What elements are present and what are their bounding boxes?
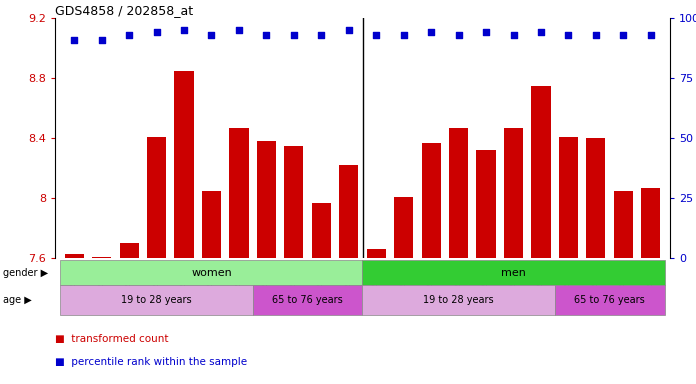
Text: women: women: [191, 268, 232, 278]
Bar: [477, 150, 496, 384]
Point: [288, 32, 299, 38]
Bar: [92, 257, 111, 384]
Text: gender ▶: gender ▶: [3, 268, 49, 278]
Text: 19 to 28 years: 19 to 28 years: [121, 295, 192, 305]
Bar: [312, 202, 331, 384]
Text: ■  percentile rank within the sample: ■ percentile rank within the sample: [55, 357, 247, 367]
Text: 19 to 28 years: 19 to 28 years: [423, 295, 494, 305]
Point: [233, 27, 244, 33]
Point: [535, 29, 546, 35]
Point: [563, 32, 574, 38]
Point: [590, 32, 601, 38]
Point: [453, 32, 464, 38]
Bar: [230, 127, 248, 384]
Point: [425, 29, 436, 35]
Point: [316, 32, 327, 38]
Bar: [559, 136, 578, 384]
Point: [618, 32, 629, 38]
Point: [96, 36, 107, 43]
Bar: [641, 187, 661, 384]
Point: [398, 32, 409, 38]
Bar: [202, 190, 221, 384]
Point: [261, 32, 272, 38]
Point: [151, 29, 162, 35]
Bar: [175, 71, 193, 384]
Bar: [65, 253, 84, 384]
Point: [371, 32, 382, 38]
Bar: [504, 127, 523, 384]
Bar: [284, 146, 303, 384]
Bar: [120, 243, 139, 384]
Point: [508, 32, 519, 38]
Text: 65 to 76 years: 65 to 76 years: [574, 295, 645, 305]
Text: age ▶: age ▶: [3, 295, 32, 305]
Bar: [586, 138, 606, 384]
Bar: [339, 165, 358, 384]
Bar: [531, 86, 551, 384]
Point: [124, 32, 135, 38]
Point: [178, 27, 189, 33]
Point: [206, 32, 217, 38]
Text: ■  transformed count: ■ transformed count: [55, 334, 168, 344]
Point: [343, 27, 354, 33]
Bar: [367, 249, 386, 384]
Bar: [449, 127, 468, 384]
Text: GDS4858 / 202858_at: GDS4858 / 202858_at: [55, 4, 193, 17]
Point: [480, 29, 491, 35]
Text: men: men: [501, 268, 526, 278]
Bar: [257, 141, 276, 384]
Bar: [394, 197, 413, 384]
Bar: [147, 136, 166, 384]
Point: [69, 36, 80, 43]
Bar: [614, 190, 633, 384]
Bar: [422, 142, 441, 384]
Text: 65 to 76 years: 65 to 76 years: [272, 295, 343, 305]
Point: [645, 32, 656, 38]
